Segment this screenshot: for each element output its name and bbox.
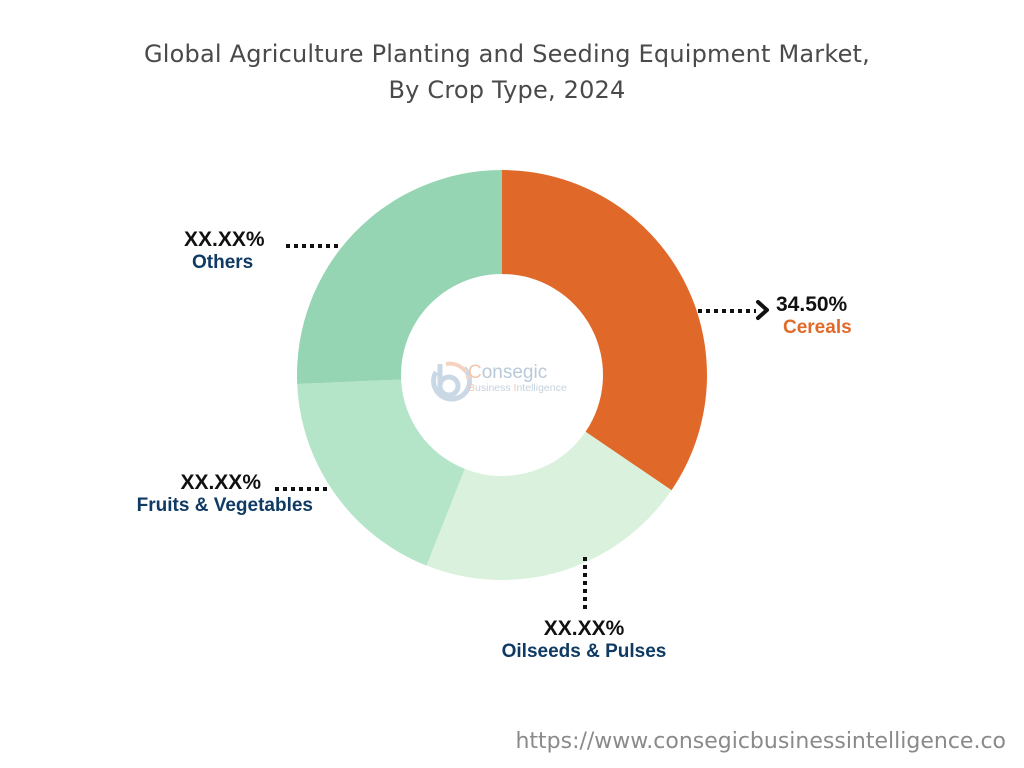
consegic-logo-icon <box>431 361 473 402</box>
oilseeds-label: XX.XX% Oilseeds & Pulses <box>496 617 672 663</box>
slice-fruits-vegetables <box>297 379 465 566</box>
donut-slices <box>297 170 708 580</box>
watermark-tagline-initial-i: I <box>513 382 517 394</box>
watermark-tagline-part-2: ntelligence <box>516 382 567 394</box>
cereals-label: 34.50% Cereals <box>776 293 852 339</box>
cereals-arrow-icon <box>756 300 769 320</box>
chart-title-line-2: By Crop Type, 2024 <box>388 76 626 104</box>
others-percent: XX.XX% <box>184 228 265 251</box>
watermark-brand-initial: C <box>468 362 482 383</box>
watermark-tagline: Business Intelligence <box>468 382 567 394</box>
cereals-percent: 34.50% <box>776 293 848 316</box>
watermark-tagline-initial-b: B <box>468 382 476 394</box>
slice-cereals <box>502 170 708 491</box>
consegic-watermark: Consegic Business Intelligence <box>468 362 567 394</box>
source-url: https://www.consegicbusinessintelligence… <box>515 729 1006 754</box>
fruits-percent: XX.XX% <box>180 471 261 494</box>
chart-title: Global Agriculture Planting and Seeding … <box>0 36 1014 108</box>
cereals-name: Cereals <box>783 317 852 338</box>
others-label: XX.XX% Others <box>184 228 265 274</box>
watermark-brand: Consegic <box>468 362 567 384</box>
others-name: Others <box>192 252 254 273</box>
chart-title-line-1: Global Agriculture Planting and Seeding … <box>144 40 870 68</box>
watermark-brand-rest: onsegic <box>481 362 548 383</box>
slice-others <box>297 170 502 385</box>
oilseeds-percent: XX.XX% <box>543 617 625 640</box>
fruits-label: XX.XX% Fruits & Vegetables <box>117 471 313 517</box>
watermark-tagline-part-1: usiness <box>475 382 514 394</box>
slice-oilseeds-pulses <box>426 431 672 580</box>
fruits-name: Fruits & Vegetables <box>136 495 313 516</box>
oilseeds-name: Oilseeds & Pulses <box>501 641 667 662</box>
